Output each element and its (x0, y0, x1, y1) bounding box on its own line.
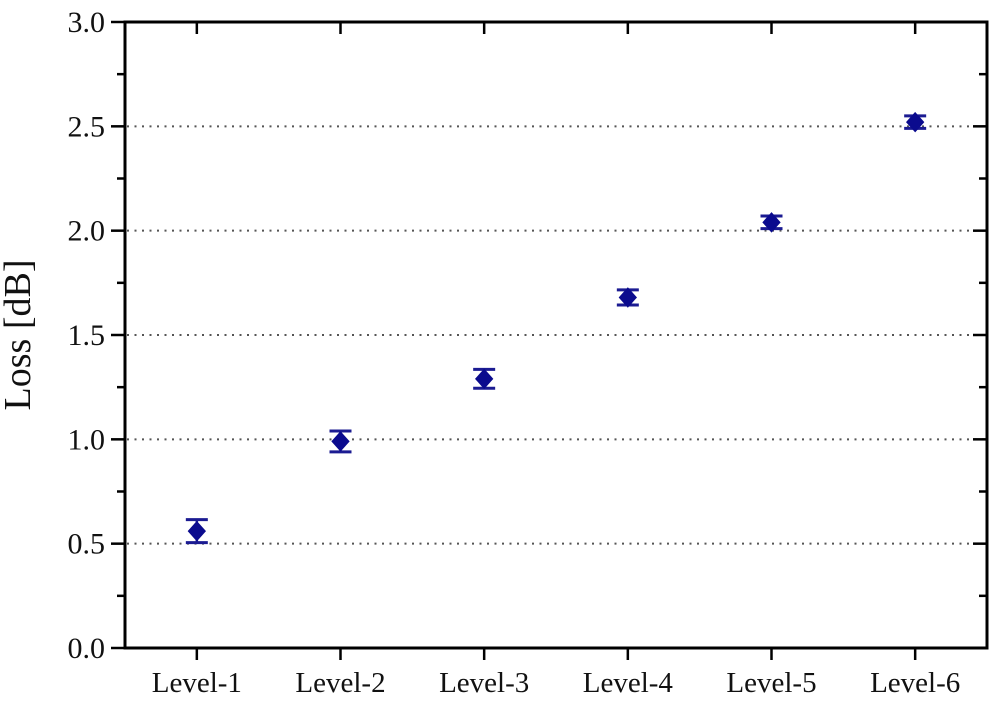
x-category-label: Level-5 (726, 667, 816, 699)
data-point-diamond (331, 431, 350, 452)
x-category-label: Level-6 (870, 667, 960, 699)
y-tick-label: 1.5 (68, 319, 106, 352)
x-category-label: Level-3 (439, 667, 529, 699)
data-point-diamond (474, 368, 494, 390)
y-tick-label: 0.5 (68, 528, 106, 561)
x-category-label: Level-2 (295, 667, 385, 699)
y-tick-label: 2.0 (68, 215, 106, 248)
y-tick-label: 1.0 (68, 423, 106, 456)
x-category-label: Level-1 (152, 667, 242, 699)
data-point-diamond (187, 520, 207, 542)
y-axis-title: Loss [dB] (0, 260, 39, 411)
data-point-diamond (618, 287, 638, 308)
data-point-diamond (762, 212, 781, 233)
y-tick-label: 2.5 (68, 110, 106, 143)
y-tick-label: 3.0 (68, 6, 106, 39)
data-point-diamond (905, 111, 925, 133)
y-tick-label: 0.0 (68, 632, 106, 665)
x-category-label: Level-4 (583, 667, 674, 699)
